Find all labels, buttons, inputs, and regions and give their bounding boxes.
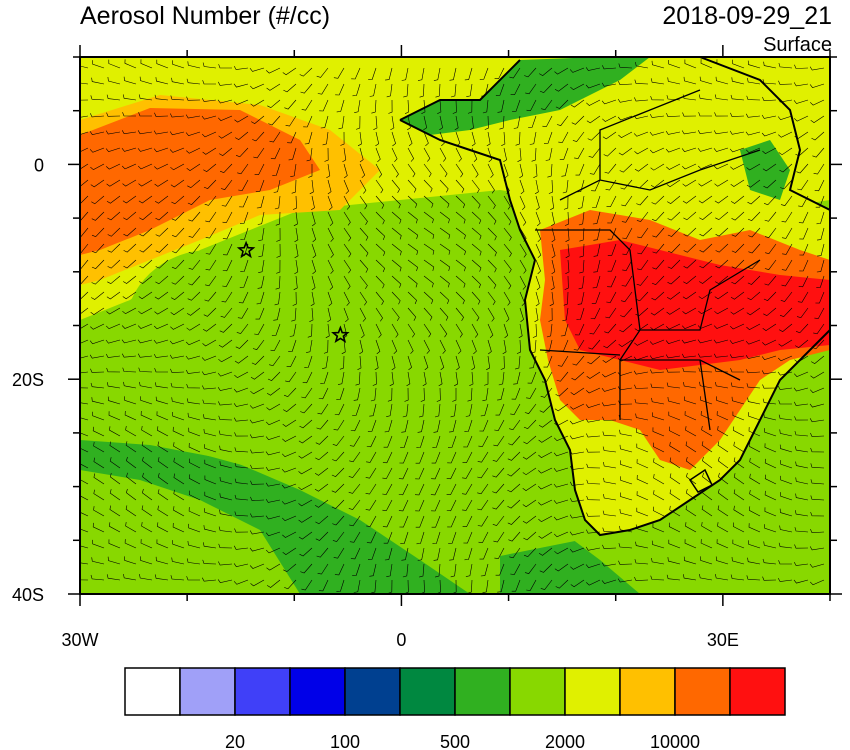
axis-tick-labels: 30W 0 30E 0 20S 40S xyxy=(12,155,739,650)
colorbar-box xyxy=(179,667,236,716)
land-red xyxy=(560,240,830,370)
x-tick-label: 0 xyxy=(396,630,406,650)
colorbar-box xyxy=(399,667,456,716)
map-title: Aerosol Number (#/cc) xyxy=(80,2,331,30)
colorbar-label: 10000 xyxy=(650,732,700,750)
colorbar-label: 20 xyxy=(225,732,245,750)
colorbar-box xyxy=(454,667,511,716)
colorbar-labels: 20 100 500 2000 10000 xyxy=(225,732,700,750)
star-marker xyxy=(236,240,256,259)
star-marker xyxy=(331,325,350,343)
field-green-west xyxy=(125,250,295,410)
axis-ticks xyxy=(68,45,842,606)
country-borders xyxy=(535,89,761,431)
colorbar-box xyxy=(234,667,291,716)
lesotho-border xyxy=(688,468,713,493)
colorbar-box xyxy=(509,667,566,716)
field-green-band xyxy=(130,380,580,560)
field-lightgreen-sw xyxy=(80,470,300,594)
y-tick-label: 20S xyxy=(12,370,44,390)
map-field xyxy=(80,57,830,594)
colorbar-box xyxy=(564,667,621,716)
map-datetime: 2018-09-29_21 xyxy=(662,2,832,30)
station-markers xyxy=(236,240,350,343)
map-level: Surface xyxy=(763,34,832,56)
colorbar-box xyxy=(619,667,676,716)
field-green-center xyxy=(310,220,530,420)
colorbar-label: 2000 xyxy=(545,732,585,750)
x-tick-label: 30W xyxy=(61,630,98,650)
colorbar-label: 100 xyxy=(330,732,360,750)
land-green-north xyxy=(400,57,650,135)
y-tick-label: 0 xyxy=(34,155,44,175)
y-tick-label: 40S xyxy=(12,585,44,605)
x-tick-label: 30E xyxy=(707,630,739,650)
colorbar-box xyxy=(124,667,181,716)
colorbar-label: 500 xyxy=(440,732,470,750)
colorbar xyxy=(124,667,786,716)
colorbar-box xyxy=(344,667,401,716)
colorbar-box xyxy=(674,667,731,716)
colorbar-box xyxy=(729,667,786,716)
coastline xyxy=(399,57,830,537)
colorbar-box xyxy=(289,667,346,716)
